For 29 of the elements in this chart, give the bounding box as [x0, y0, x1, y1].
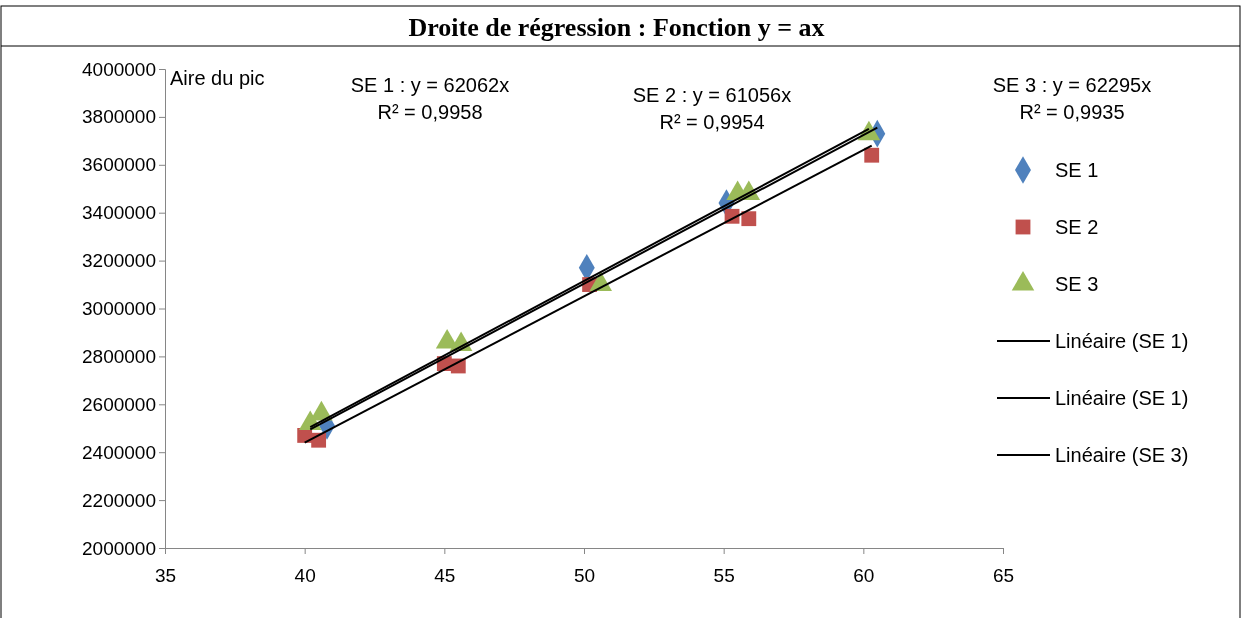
y-tick-label: 2200000 — [82, 489, 156, 511]
y-tick-label: 2000000 — [82, 537, 156, 559]
legend-label: SE 1 — [1055, 159, 1099, 181]
legend-label: Linéaire (SE 1) — [1055, 387, 1189, 409]
x-tick-label: 65 — [992, 564, 1015, 586]
y-tick-label: 2800000 — [82, 345, 156, 367]
y-tick-label: 3000000 — [82, 298, 156, 320]
y-tick-label: 3400000 — [82, 202, 156, 224]
y-tick-label: 2600000 — [82, 393, 156, 415]
y-axis-title: Aire du pic — [170, 67, 265, 89]
annotation: SE 2 : y = 61056x R² = 0,9954 — [632, 84, 792, 133]
y-tick-label: 3200000 — [82, 250, 156, 272]
y-tick-label: 3800000 — [82, 106, 156, 128]
x-tick-label: 50 — [573, 564, 596, 586]
annotation: SE 3 : y = 62295x R² = 0,9935 — [992, 74, 1152, 123]
chart-title: Droite de régression : Fonction y = ax — [408, 13, 825, 42]
annotation: SE 1 : y = 62062x R² = 0,9958 — [350, 74, 510, 123]
y-tick-label: 4000000 — [82, 58, 156, 80]
x-tick-label: 35 — [154, 564, 177, 586]
x-tick-label: 45 — [434, 564, 456, 586]
legend-label: Linéaire (SE 3) — [1055, 444, 1189, 466]
legend-label: SE 3 — [1055, 273, 1099, 295]
y-tick-label: 3600000 — [82, 154, 156, 176]
x-tick-label: 40 — [294, 564, 316, 586]
x-tick-label: 60 — [853, 564, 875, 586]
x-tick-label: 55 — [713, 564, 735, 586]
legend-label: SE 2 — [1055, 216, 1099, 238]
y-tick-label: 2400000 — [82, 441, 156, 463]
legend-label: Linéaire (SE 1) — [1055, 330, 1189, 352]
